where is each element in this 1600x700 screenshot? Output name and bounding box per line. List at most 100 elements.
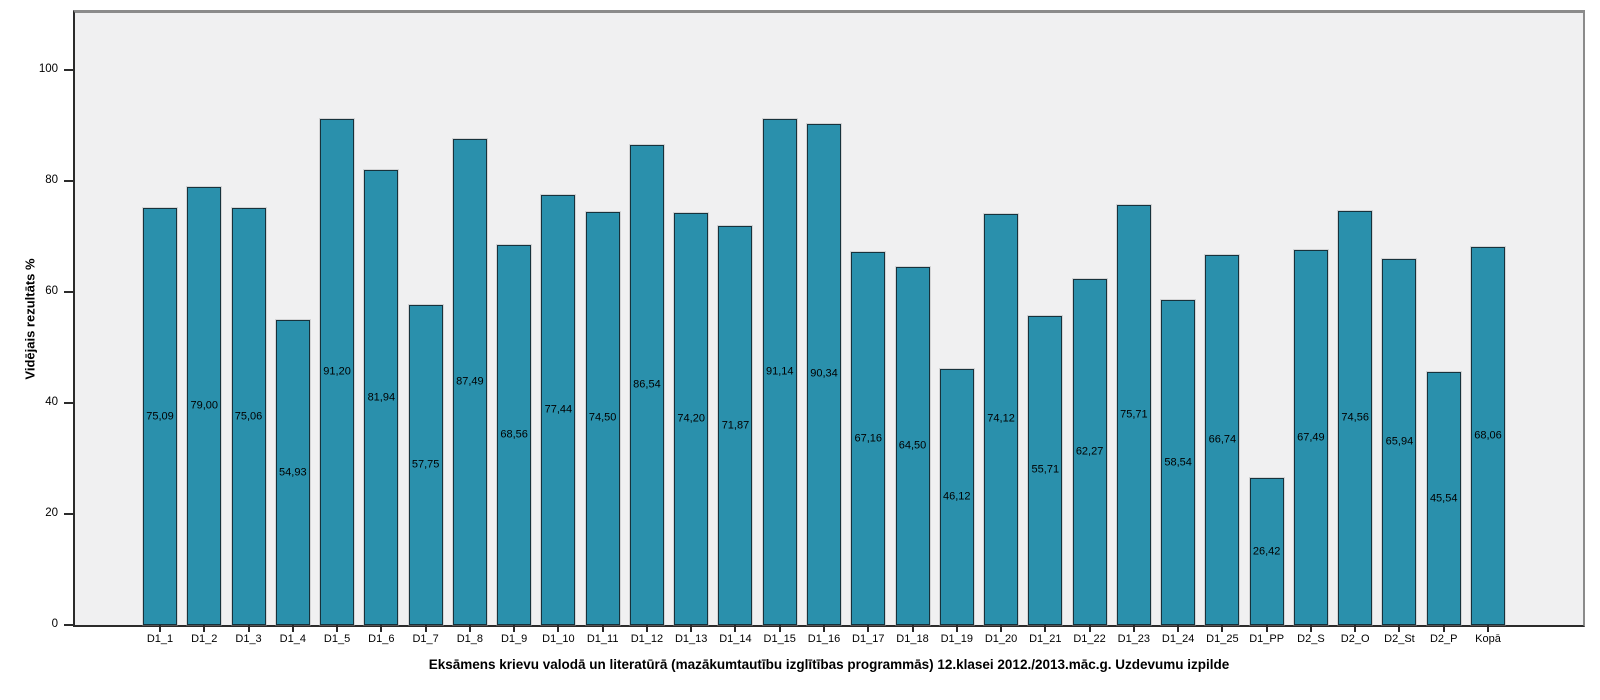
x-tick-label: D1_19	[940, 633, 973, 645]
y-tick-mark	[64, 69, 73, 71]
bar-slot-D1_18: 64,50 D1_18	[895, 13, 930, 645]
bar-value-label: 67,16	[854, 432, 883, 445]
x-tick-mark	[557, 625, 560, 632]
x-tick-mark	[778, 625, 781, 632]
bar-D1_13	[674, 213, 709, 625]
x-tick-label: D1_15	[763, 633, 796, 645]
bar-D1_18	[895, 267, 930, 625]
x-tick-mark	[380, 625, 383, 632]
bar-value-label: 87,49	[456, 375, 484, 388]
y-tick-label: 80	[45, 174, 58, 186]
bar-slot-D1_17: 67,16 D1_17	[851, 13, 886, 645]
x-tick-label: D1_3	[235, 633, 262, 645]
bar-slot-D2_P: 45,54 D2_P	[1426, 13, 1461, 645]
bar-D1_23	[1116, 204, 1151, 625]
bar-slot-D1_3: 75,06 D1_3	[231, 13, 266, 645]
x-axis-title: Eksāmens krievu valodā un literatūrā (ma…	[428, 657, 1230, 672]
x-tick-label: D2_P	[1429, 633, 1458, 645]
bar-slot-D1_6: 81,94 D1_6	[364, 13, 399, 645]
x-tick-mark	[1044, 625, 1047, 632]
bar-slot-D1_13: 74,20 D1_13	[674, 13, 709, 645]
bar-D1_19	[939, 369, 974, 625]
bar-slot-D1_2: 79,00 D1_2	[187, 13, 222, 645]
x-tick-mark	[1354, 625, 1357, 632]
bar-value-label: 75,09	[146, 410, 174, 423]
bar-value-label: 67,49	[1297, 431, 1325, 444]
x-tick-mark	[1265, 625, 1268, 632]
x-tick-label: D1_18	[896, 633, 929, 645]
bar-D1_24	[1161, 300, 1196, 625]
bar-D1_14	[718, 226, 753, 625]
x-tick-label: D1_PP	[1249, 633, 1285, 645]
x-tick-label: D1_14	[719, 633, 752, 645]
y-tick-label: 20	[45, 507, 58, 519]
y-tick-label: 40	[45, 396, 58, 408]
x-tick-mark	[1398, 625, 1401, 632]
bar-D1_1	[143, 208, 177, 625]
x-tick-mark	[513, 625, 516, 632]
x-tick-mark	[1000, 625, 1003, 632]
bar-value-label: 86,54	[633, 378, 661, 391]
x-tick-mark	[955, 625, 958, 632]
bar-D1_6	[364, 170, 399, 625]
x-tick-label: D1_6	[368, 633, 395, 645]
bar-value-label: 58,54	[1164, 456, 1192, 469]
x-tick-mark	[601, 625, 604, 632]
bar-value-label: 71,87	[721, 419, 750, 432]
y-tick-mark	[64, 513, 73, 515]
bar-slot-D1_15: 91,14 D1_15	[762, 13, 797, 645]
x-tick-label: D2_S	[1297, 633, 1325, 645]
x-tick-label: Kopā	[1475, 633, 1501, 645]
x-tick-label: D1_24	[1161, 633, 1195, 645]
y-tick-mark	[64, 402, 73, 404]
bar-slot-D1_4: 54,93 D1_4	[275, 13, 310, 645]
bar-value-label: 91,20	[323, 365, 351, 378]
x-tick-label: D1_21	[1029, 633, 1062, 645]
x-tick-label: D1_12	[630, 633, 664, 645]
x-tick-mark	[867, 625, 870, 632]
bar-value-label: 65,94	[1385, 435, 1414, 448]
bar-slot-D1_21: 55,71 D1_21	[1028, 13, 1063, 645]
bar-value-label: 77,44	[544, 403, 573, 416]
x-tick-label: D1_11	[586, 633, 619, 645]
bar-D1_5	[320, 118, 355, 625]
bar-D1_9	[497, 244, 532, 625]
x-tick-mark	[1221, 625, 1224, 632]
bar-slot-D2_St: 65,94 D2_St	[1382, 13, 1417, 645]
bar-slot-D1_7: 57,75 D1_7	[408, 13, 443, 645]
y-axis-title: Vidējais rezultāts %	[22, 258, 38, 380]
bar-value-label: 55,71	[1031, 463, 1060, 476]
bar-slot-D1_12: 86,54 D1_12	[629, 13, 664, 645]
x-tick-mark	[1442, 625, 1445, 632]
x-tick-mark	[911, 625, 914, 632]
bar-value-label: 74,50	[588, 411, 617, 424]
y-tick-label: 0	[51, 618, 58, 630]
x-tick-label: D1_4	[279, 633, 306, 645]
x-tick-mark	[1088, 625, 1091, 632]
bar-value-label: 74,56	[1341, 411, 1369, 424]
bar-slot-D1_23: 75,71 D1_23	[1116, 13, 1151, 645]
y-tick-label: 100	[38, 63, 58, 75]
x-tick-label: D1_2	[191, 633, 218, 645]
bar-slot-D1_24: 58,54 D1_24	[1161, 13, 1196, 645]
x-tick-mark	[424, 625, 427, 632]
x-tick-label: D1_25	[1206, 633, 1239, 645]
x-tick-label: D1_22	[1073, 633, 1106, 645]
bar-value-label: 90,34	[810, 367, 838, 380]
bar-slot-Kopā: 68,06 Kopā	[1470, 13, 1505, 645]
bar-slot-D1_8: 87,49 D1_8	[452, 13, 487, 645]
bar-slot-D1_25: 66,74 D1_25	[1205, 13, 1240, 645]
x-tick-label: D1_20	[984, 633, 1018, 645]
bar-slot-D2_S: 67,49 D2_S	[1293, 13, 1328, 645]
x-tick-label: D1_9	[500, 633, 528, 645]
x-tick-label: D1_16	[807, 633, 841, 645]
x-tick-label: D1_17	[852, 633, 885, 645]
bar-D1_11	[585, 211, 620, 625]
x-tick-mark	[1132, 625, 1135, 632]
bar-D1_10	[541, 195, 576, 625]
bar-D2_P	[1426, 372, 1461, 625]
bar-D1_8	[452, 139, 487, 625]
bar-value-label: 81,94	[367, 391, 396, 404]
x-tick-mark	[734, 625, 737, 632]
